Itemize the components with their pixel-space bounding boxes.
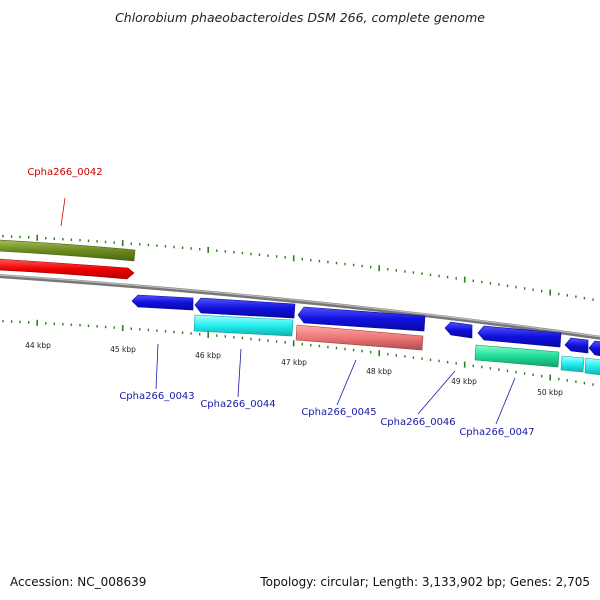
- blue-feature-d: [564, 337, 589, 354]
- gene-label-cpha266-0044[interactable]: Cpha266_0044: [200, 399, 275, 410]
- gene-label-cpha266-0046[interactable]: Cpha266_0046: [380, 417, 455, 428]
- leader-line-cpha266-0044: [237, 348, 242, 398]
- scale-label-49kbp: 49 kbp: [451, 377, 477, 386]
- cyan-feature-c: [584, 357, 600, 376]
- leader-line-cpha266-0042: [60, 197, 66, 227]
- inner-ticks: [2, 319, 594, 386]
- salmon-feature-cpha266-0045: [295, 324, 424, 351]
- scale-label-45kbp: 45 kbp: [110, 345, 136, 354]
- blue-feature-e: [588, 340, 600, 357]
- olive-feature: [0, 239, 136, 262]
- blue-feature-c: [477, 325, 562, 348]
- genome-backbone-highlight: [0, 274, 600, 338]
- leader-line-cpha266-0043: [155, 343, 159, 390]
- blue-feature-b: [297, 306, 426, 332]
- leader-line-cpha266-0046: [417, 370, 456, 415]
- red-feature-cpha266-0042: [0, 258, 135, 280]
- gene-label-cpha266-0042[interactable]: Cpha266_0042: [27, 167, 102, 178]
- blue-feature-cpha266-0043: [131, 294, 194, 311]
- blue-feature-cpha266-0046: [444, 321, 473, 339]
- scale-label-44kbp: 44 kbp: [25, 341, 51, 350]
- genome-backbone: [0, 274, 600, 340]
- gene-label-cpha266-0047[interactable]: Cpha266_0047: [459, 427, 534, 438]
- leader-line-cpha266-0045: [336, 359, 357, 406]
- scale-label-50kbp: 50 kbp: [537, 388, 563, 397]
- outer-ticks: [2, 234, 594, 301]
- genome-summary-text: Topology: circular; Length: 3,133,902 bp…: [259, 575, 590, 589]
- cyan-feature-cpha266-0044: [193, 314, 294, 337]
- blue-feature-a: [194, 297, 296, 319]
- scale-label-46kbp: 46 kbp: [195, 351, 221, 360]
- cyan-feature-b: [560, 355, 585, 373]
- map-title: Chlorobium phaeobacteroides DSM 266, com…: [115, 10, 485, 25]
- leader-line-cpha266-0047: [495, 377, 516, 425]
- scale-label-47kbp: 47 kbp: [281, 358, 307, 367]
- gene-label-cpha266-0043[interactable]: Cpha266_0043: [119, 391, 194, 402]
- scale-label-48kbp: 48 kbp: [366, 367, 392, 376]
- gene-label-cpha266-0045[interactable]: Cpha266_0045: [301, 407, 376, 418]
- green-feature-cpha266-0047: [474, 344, 560, 368]
- accession-text: Accession: NC_008639: [10, 575, 146, 589]
